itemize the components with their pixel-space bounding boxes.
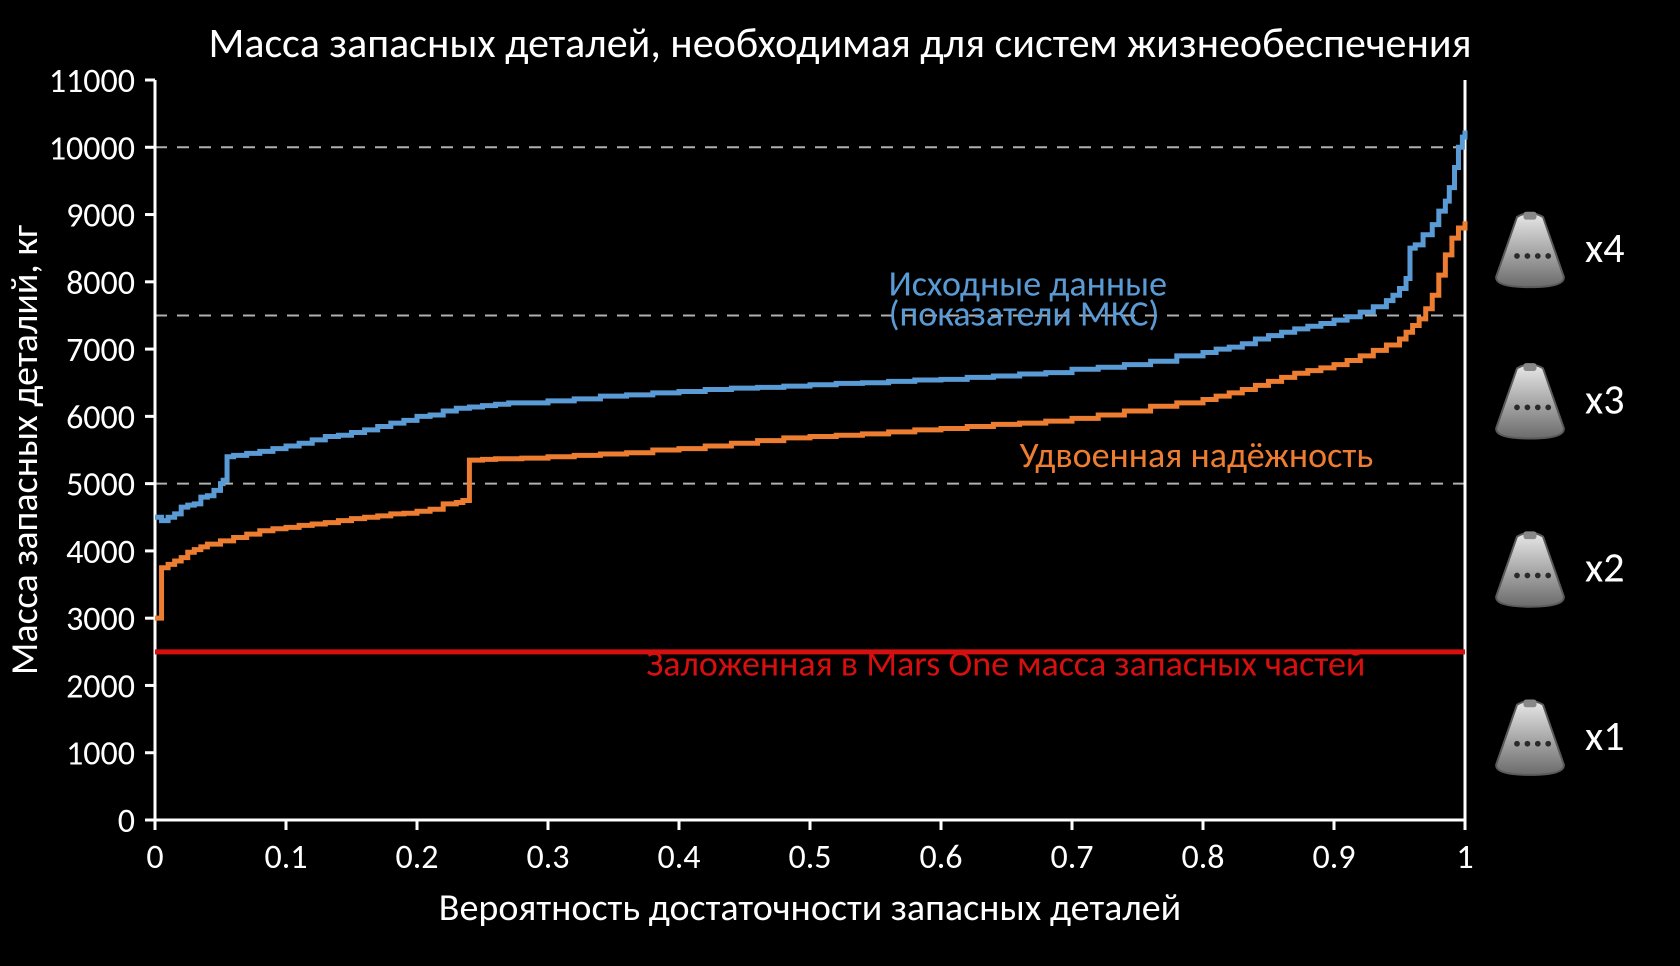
y-tick-label: 10000 bbox=[49, 128, 135, 169]
capsule-icon-2 bbox=[1496, 531, 1564, 606]
y-tick-label: 5000 bbox=[66, 465, 135, 506]
chart-svg: 0 0.1 0.2 0.3 0.4 0.5 0.6 0.7 0.8 0.9 1 0 1000 2000 30… bbox=[0, 0, 1680, 966]
chart-svg-wrap: 0 0.1 0.2 0.3 0.4 0.5 0.6 0.7 0.8 0.9 1 0 1000 2000 30… bbox=[0, 0, 1680, 966]
capsule-label-2: x2 bbox=[1585, 543, 1624, 594]
x-tick-label: 0 bbox=[146, 837, 163, 878]
capsule-label-4: x4 bbox=[1585, 223, 1624, 274]
x-tick-label: 0.2 bbox=[395, 837, 438, 878]
x-tick-label: 1 bbox=[1456, 837, 1473, 878]
x-tick-label: 0.6 bbox=[919, 837, 962, 878]
series-orange-line bbox=[155, 221, 1465, 618]
y-tick-label: 1000 bbox=[66, 734, 135, 775]
capsule-label-3: x3 bbox=[1585, 375, 1624, 426]
capsule-icon-1 bbox=[1496, 700, 1564, 775]
y-axis-label: Масса запасных деталий, кг bbox=[2, 225, 48, 675]
capsule-label-1: x1 bbox=[1585, 711, 1624, 762]
x-axis-label: Вероятность достаточности запасных детал… bbox=[439, 885, 1181, 931]
y-tick-label: 4000 bbox=[66, 532, 135, 573]
x-tick-label: 0.3 bbox=[526, 837, 569, 878]
series-blue-label-2: (показатели МКС) bbox=[889, 292, 1160, 336]
series-red-label: Заложенная в Mars One масса запасных час… bbox=[646, 641, 1365, 685]
y-tick-label: 0 bbox=[118, 801, 135, 842]
x-tick-label: 0.5 bbox=[788, 837, 831, 878]
x-tick-label: 0.1 bbox=[264, 837, 307, 878]
y-tick-label: 7000 bbox=[66, 330, 135, 371]
capsule-icon-3 bbox=[1496, 363, 1564, 438]
series-orange-label: Удвоенная надёжность bbox=[1020, 433, 1374, 477]
x-tick-label: 0.8 bbox=[1181, 837, 1224, 878]
y-tick-label: 8000 bbox=[66, 263, 135, 304]
y-tick-label: 6000 bbox=[66, 397, 135, 438]
x-tick-label: 0.7 bbox=[1050, 837, 1093, 878]
plot-area: 0 0.1 0.2 0.3 0.4 0.5 0.6 0.7 0.8 0.9 1 0 1000 2000 30… bbox=[2, 61, 1624, 931]
y-tick-label: 9000 bbox=[66, 196, 135, 237]
y-tick-label: 2000 bbox=[66, 666, 135, 707]
chart-stage: Масса запасных деталей, необходимая для … bbox=[0, 0, 1680, 966]
x-tick-label: 0.4 bbox=[657, 837, 700, 878]
y-tick-label: 3000 bbox=[66, 599, 135, 640]
y-tick-label: 11000 bbox=[49, 61, 135, 102]
capsule-icon-4 bbox=[1496, 212, 1564, 287]
x-tick-label: 0.9 bbox=[1312, 837, 1355, 878]
